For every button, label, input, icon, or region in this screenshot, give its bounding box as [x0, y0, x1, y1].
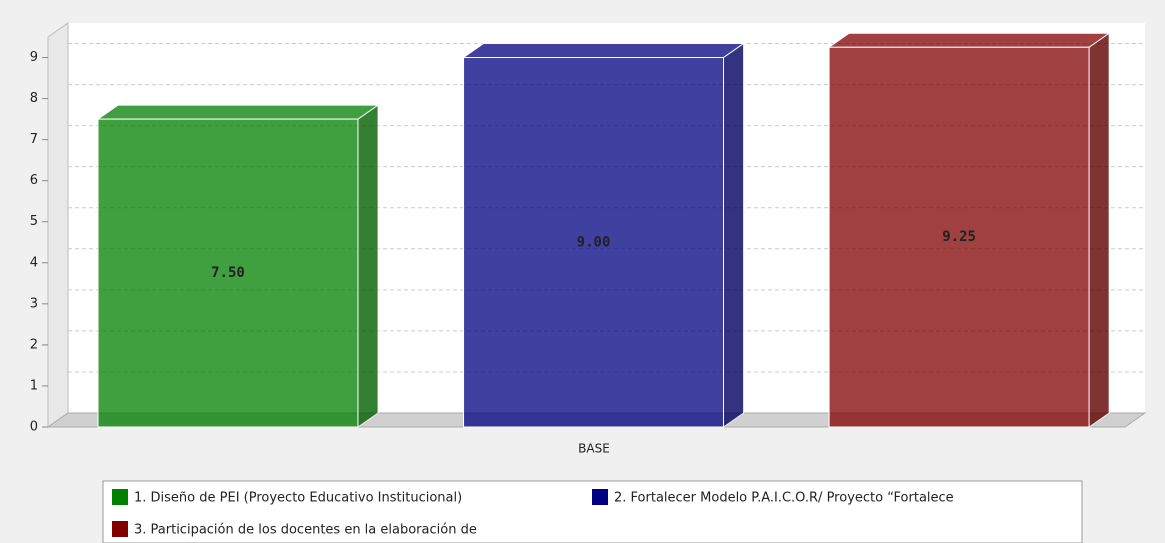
y-tick-label: 0: [30, 420, 38, 435]
value-label: 9.25: [942, 229, 976, 245]
y-tick-label: 1: [30, 378, 38, 393]
y-tick-label: 3: [30, 296, 38, 311]
bar-side-shade: [357, 105, 378, 428]
bar: [463, 57, 725, 428]
bar-top: [827, 32, 1111, 48]
bar: [828, 46, 1090, 428]
y-tick-label: 6: [30, 173, 38, 188]
value-label: 9.00: [577, 234, 611, 250]
legend-swatch: [112, 521, 128, 537]
y-tick-label: 9: [30, 50, 38, 65]
y-tick-label: 4: [30, 255, 38, 270]
bar: [97, 118, 359, 428]
x-tick-label: BASE: [578, 442, 610, 456]
bar-top: [461, 43, 746, 59]
bar-side-shade: [1089, 33, 1110, 428]
left-wall: [47, 22, 69, 428]
legend-swatch: [112, 489, 128, 505]
legend-label: 1. Diseño de PEI (Proyecto Educativo Ins…: [134, 491, 462, 506]
legend-label: 2. Fortalecer Modelo P.A.I.C.O.R/ Proyec…: [614, 491, 954, 506]
y-tick-label: 5: [30, 214, 38, 229]
legend-swatch: [592, 489, 608, 505]
legend-label: 3. Participación de los docentes en la e…: [134, 523, 477, 538]
y-tick-label: 2: [30, 337, 38, 352]
y-tick-label: 7: [30, 132, 38, 147]
bar-top: [96, 104, 380, 120]
bar-side-shade: [723, 43, 744, 428]
value-label: 7.50: [211, 265, 245, 281]
y-tick-label: 8: [30, 91, 38, 106]
